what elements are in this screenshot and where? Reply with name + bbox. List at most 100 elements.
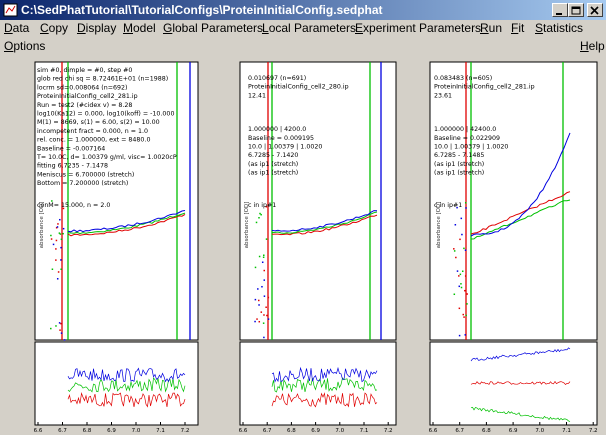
info-line: 10.0 | 1.00379 | 1.0020 [434, 144, 508, 151]
data-curve [67, 213, 186, 237]
residual-trace [470, 380, 571, 385]
residual-trace [470, 406, 571, 422]
menu-item[interactable]: Experiment Parameters [355, 21, 482, 35]
residual-trace [470, 347, 571, 362]
x-tick-label: 6.9 [107, 428, 116, 434]
x-tick-label: 7.2 [589, 428, 598, 434]
data-dot [461, 233, 463, 236]
data-dot [258, 255, 261, 258]
maximize-button[interactable] [568, 3, 584, 17]
info-line: c in ip#1 [434, 202, 462, 209]
residual-trace [271, 392, 378, 408]
data-dot [51, 200, 53, 202]
data-dot [254, 266, 257, 269]
app-icon [3, 3, 18, 17]
data-curve [271, 211, 378, 234]
info-line: 12.41 [248, 92, 266, 99]
menu-item[interactable]: Display [77, 21, 117, 35]
menu-item[interactable]: Run [480, 21, 503, 35]
menu-item[interactable]: Options [4, 39, 46, 53]
plot-area: sim #0, dimple = #0, step #0 glob red chi… [34, 61, 598, 434]
data-curve [470, 132, 571, 237]
residual-trace [67, 377, 186, 393]
info-line: 0.083483 (n=605) [434, 75, 492, 82]
data-dot [459, 273, 462, 276]
info-line: 23.61 [434, 92, 452, 99]
data-dot [461, 270, 464, 273]
close-button[interactable] [587, 3, 603, 17]
info-line: (as ip1 (stretch) [434, 170, 484, 177]
menu-item[interactable]: Local Parameters [262, 21, 357, 35]
x-tick-label: 6.6 [429, 428, 438, 434]
menu-item[interactable]: Model [123, 21, 156, 35]
minimize-button[interactable] [552, 3, 568, 17]
data-dot [458, 334, 461, 337]
x-tick-label: 7.2 [181, 428, 190, 434]
data-dot [257, 288, 259, 290]
residual-frame [239, 341, 397, 426]
info-line: 1.000000 | 4200.0 [248, 126, 306, 133]
data-dot [255, 221, 258, 224]
data-dot [466, 293, 468, 295]
data-dot [50, 238, 53, 240]
data-dot [258, 304, 260, 306]
data-dot [258, 320, 261, 323]
menu-item[interactable]: Global Parameters [163, 21, 264, 35]
info-line: (as ip1 (stretch) [248, 161, 298, 168]
data-dot [458, 307, 461, 310]
data-dot [465, 207, 467, 209]
info-line: locrm sd=0.008064 (n=692) [37, 84, 127, 91]
data-dot [453, 248, 455, 250]
data-dot [265, 238, 268, 240]
x-tick-label: 7.2 [384, 428, 393, 434]
data-dot [455, 256, 457, 259]
data-curve [271, 214, 378, 236]
data-dot [267, 318, 270, 320]
info-line: 1.000000 | 42400.0 [434, 126, 496, 133]
info-line: ProteinInitialConfig_cell2_281.ip [37, 93, 138, 100]
title-bar: C:\SedPhatTutorial\TutorialConfigs\Prote… [0, 0, 606, 20]
menu-item[interactable]: Fit [511, 21, 525, 35]
data-dot [261, 285, 263, 288]
menu-item[interactable]: Statistics [535, 21, 584, 35]
data-dot [459, 238, 461, 241]
residual-trace [271, 377, 378, 393]
x-tick-label: 7.1 [562, 428, 571, 434]
data-dot [466, 303, 468, 305]
data-dot [59, 329, 61, 331]
info-line: ProteinInitialConfig_cell2_280.ip [248, 84, 349, 91]
x-tick-label: 7.1 [360, 428, 369, 434]
info-line: (as ip1 (stretch) [434, 161, 484, 168]
plot-panel: 0.010697 (n=691) ProteinInitialConfig_cel… [239, 61, 397, 434]
plot-panel: 0.083483 (n=605) ProteinInitialConfig_cel… [429, 61, 598, 434]
info-line: Meniscus = 6.700000 (stretch) [37, 171, 134, 178]
data-dot [260, 213, 262, 216]
data-dot [256, 318, 258, 320]
data-dot [55, 239, 58, 242]
menu-item[interactable]: Copy [40, 21, 69, 35]
data-dot [60, 322, 62, 325]
info-line: Baseline = 0.022909 [434, 135, 500, 142]
data-dot [50, 234, 52, 237]
data-dot [460, 283, 462, 285]
data-dot [464, 275, 467, 277]
data-dot [465, 314, 467, 317]
data-dot [258, 217, 260, 219]
data-dot [57, 223, 59, 225]
menu-item[interactable]: Help [580, 39, 605, 53]
data-dot [63, 339, 66, 341]
data-dot [263, 279, 266, 281]
menu-item[interactable]: Data [4, 21, 30, 35]
data-dot [263, 314, 265, 316]
info-line: conM= 15.000, n = 2.0 [37, 202, 110, 209]
plot-frame [429, 61, 598, 341]
data-dot [55, 248, 57, 250]
data-dot [263, 336, 265, 339]
data-dot [58, 322, 61, 324]
data-curve [67, 210, 186, 233]
y-axis-label: absorbance [OD] [436, 202, 442, 249]
data-dot [265, 205, 268, 208]
info-line: 10.0 | 1.00379 | 1.0020 [248, 144, 322, 151]
info-line: ProteinInitialConfig_cell2_281.ip [434, 84, 535, 91]
